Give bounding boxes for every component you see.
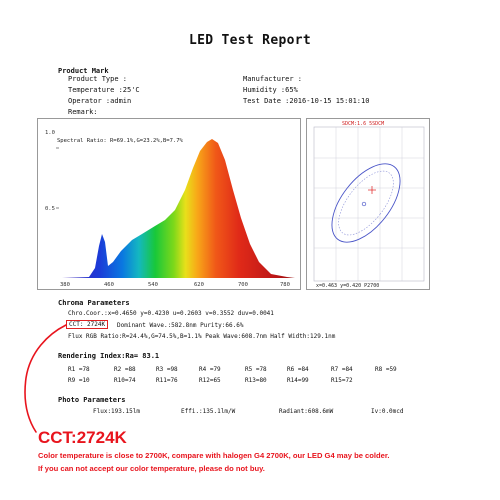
dominant-wave: Dominant Wave.:582.8nm Purity:66.6% [117, 322, 244, 329]
rendering-heading: Rendering Index:Ra= 83.1 [58, 352, 160, 360]
r9: R9 =10 [68, 377, 90, 384]
x-label-700: 700 [238, 282, 248, 288]
flux-rgb-ratio: Flux RGB Ratio:R=24.4%,G=74.5%,B=1.1% Pe… [68, 333, 336, 340]
r12: R12=65 [199, 377, 221, 384]
chroma-heading: Chroma Parameters [58, 299, 130, 307]
r11: R11=76 [156, 377, 178, 384]
color-temp-note: Color temperature is close to 2700K, com… [38, 451, 390, 460]
cie-center-point [361, 201, 367, 207]
product-type: Product Type : [68, 75, 128, 83]
r7: R7 =84 [331, 366, 353, 373]
x-label-460: 460 [104, 282, 114, 288]
x-label-780: 780 [280, 282, 290, 288]
photo-radiant: Radiant:608.6mW [279, 408, 334, 415]
cie-ellipse-outer [331, 163, 401, 243]
cie-chart: SDCM:1.6 5SDCM x=0.463 y=0.420 P2700 [306, 118, 430, 290]
r15: R15=72 [331, 377, 353, 384]
r3: R3 =98 [156, 366, 178, 373]
cie-plot-area [313, 126, 425, 282]
r14: R14=99 [287, 377, 309, 384]
r10: R10=74 [114, 377, 136, 384]
photo-heading: Photo Parameters [58, 396, 126, 404]
cie-header: SDCM:1.6 5SDCM [342, 121, 384, 127]
photo-efficacy: Effi.:135.1lm/W [181, 408, 236, 415]
spectrum-chart: 1.0 0.5 Spectral Ratio: R=69.1%,G=23.2%,… [37, 118, 301, 290]
humidity: Humidity :65% [243, 86, 298, 94]
cct-value-box: CCT: 2724K [66, 320, 109, 329]
r5: R5 =78 [245, 366, 267, 373]
test-date: Test Date :2016-10-15 15:01:10 [243, 97, 370, 105]
temperature: Temperature :25'C [68, 86, 140, 94]
r2: R2 =88 [114, 366, 136, 373]
cct-big-label: CCT:2724K [38, 428, 127, 447]
product-mark-heading: Product Mark [58, 67, 109, 75]
cie-frame [306, 118, 430, 290]
r13: R13=80 [245, 377, 267, 384]
manufacturer: Manufacturer : [243, 75, 303, 83]
operator: Operator :admin [68, 97, 132, 105]
y-label-1: 1.0 [45, 130, 55, 136]
accept-warning: If you can not accept our color temperat… [38, 464, 265, 473]
r4: R4 =79 [199, 366, 221, 373]
spectrum-curve [62, 139, 295, 278]
remark: Remark: [68, 108, 98, 116]
photo-flux: Flux:193.15lm [93, 408, 140, 415]
r6: R6 =84 [287, 366, 309, 373]
x-label-540: 540 [148, 282, 158, 288]
annotation-arrow-line [24, 324, 67, 433]
y-label-2: 0.5 [45, 206, 55, 212]
r8: R8 =59 [375, 366, 397, 373]
x-label-620: 620 [194, 282, 204, 288]
spectral-ratio: Spectral Ratio: R=69.1%,G=23.2%,B=7.7% [57, 138, 184, 144]
r1: R1 =78 [68, 366, 90, 373]
chroma-coordinates: Chro.Coor.:x=0.4650 y=0.4230 u=0.2603 v=… [68, 310, 274, 317]
report-title: LED Test Report [189, 33, 311, 48]
photo-iv: Iv:0.0mcd [371, 408, 404, 415]
x-label-380: 380 [60, 282, 70, 288]
cie-grid [314, 127, 424, 281]
cie-footer: x=0.463 y=0.420 P2700 [316, 283, 379, 289]
cie-ellipse-inner [338, 170, 394, 236]
